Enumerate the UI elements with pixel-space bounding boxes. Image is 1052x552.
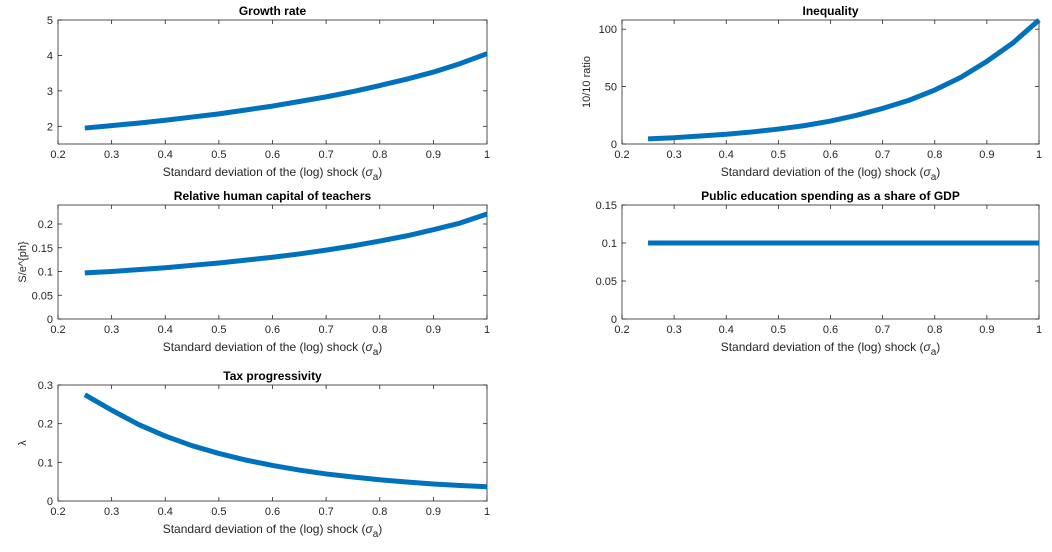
chart-title: Tax progressivity bbox=[223, 369, 322, 383]
series-line bbox=[647, 18, 1041, 142]
y-tick-label: 0.3 bbox=[38, 380, 53, 392]
x-tick-label: 1 bbox=[484, 149, 490, 161]
series-line bbox=[84, 51, 488, 131]
chart-title: Relative human capital of teachers bbox=[174, 189, 372, 203]
x-tick-label: 1 bbox=[1036, 149, 1042, 161]
x-tick-label: 0.4 bbox=[158, 149, 173, 161]
y-tick-label: 2 bbox=[47, 121, 53, 133]
x-tick-label: 0.7 bbox=[875, 149, 890, 161]
x-tick-label: 0.9 bbox=[426, 149, 441, 161]
x-tick-label: 0.6 bbox=[265, 324, 280, 336]
x-tick-label: 0.7 bbox=[875, 324, 890, 336]
x-tick-label: 1 bbox=[484, 324, 490, 336]
x-tick-label: 0.5 bbox=[771, 324, 786, 336]
x-tick-label: 0.6 bbox=[265, 149, 280, 161]
y-axis-label: 10/10 ratio bbox=[581, 56, 593, 108]
series-line bbox=[84, 211, 488, 276]
x-tick-label: 0.4 bbox=[158, 324, 173, 336]
growth-rate-chart: Growth rate 0.2 0.3 0.4 0.5 0.6 0.7 0.8 0.9 1 2 3 4 5… bbox=[0, 0, 500, 190]
x-tick-label: 0.5 bbox=[211, 506, 226, 518]
x-tick-label: 0.8 bbox=[927, 324, 942, 336]
y-tick-label: 5 bbox=[47, 15, 53, 27]
y-axis-label: S/e^{ph} bbox=[17, 241, 29, 283]
x-axis-label: Standard deviation of the (log) shock (σ… bbox=[721, 165, 941, 183]
x-tick-label: 0.7 bbox=[318, 506, 333, 518]
x-tick-label: 0.9 bbox=[979, 324, 994, 336]
x-tick-label: 0.4 bbox=[719, 324, 734, 336]
x-axis-label: Standard deviation of the (log) shock (σ… bbox=[721, 340, 941, 358]
y-axis-label: λ bbox=[17, 440, 29, 446]
plot-area bbox=[621, 19, 1040, 145]
x-tick-label: 1 bbox=[484, 506, 490, 518]
x-tick-label: 0.2 bbox=[50, 506, 65, 518]
y-tick-label: 3 bbox=[47, 86, 53, 98]
chart-title: Inequality bbox=[802, 4, 858, 18]
x-tick-label: 0.7 bbox=[318, 149, 333, 161]
x-tick-label: 1 bbox=[1036, 324, 1042, 336]
education-spending-chart: Public education spending as a share of … bbox=[560, 185, 1052, 365]
y-tick-label: 100 bbox=[599, 24, 617, 36]
chart-svg: Inequality 0.2 0.3 0.4 0.5 0.6 0.7 0.8 0.9 1 0 50 10… bbox=[581, 4, 1042, 183]
x-tick-label: 0.8 bbox=[927, 149, 942, 161]
y-tick-label: 0.15 bbox=[32, 243, 53, 255]
y-tick-label: 0 bbox=[611, 139, 617, 151]
x-tick-label: 0.2 bbox=[50, 324, 65, 336]
y-tick-label: 0 bbox=[47, 314, 53, 326]
teacher-human-capital-chart: Relative human capital of teachers 0.2 0.3… bbox=[0, 185, 500, 365]
y-tick-label: 4 bbox=[47, 50, 53, 62]
tax-progressivity-chart: Tax progressivity 0.2 0.3 0.4 0.5 0.6 0.7 0.8 0.… bbox=[0, 365, 500, 547]
x-tick-label: 0.4 bbox=[158, 506, 173, 518]
x-tick-label: 0.8 bbox=[372, 506, 387, 518]
x-tick-label: 0.2 bbox=[50, 149, 65, 161]
chart-title: Growth rate bbox=[239, 4, 307, 18]
x-tick-label: 0.9 bbox=[426, 506, 441, 518]
y-tick-label: 0.2 bbox=[38, 419, 53, 431]
y-tick-label: 0.2 bbox=[38, 219, 53, 231]
y-tick-label: 0.1 bbox=[38, 267, 53, 279]
x-tick-label: 0.2 bbox=[614, 324, 629, 336]
y-tick-label: 0.05 bbox=[596, 276, 617, 288]
plot-area bbox=[621, 204, 1040, 320]
y-tick-label: 50 bbox=[605, 82, 617, 94]
chart-svg: Relative human capital of teachers 0.2 0.3… bbox=[17, 189, 490, 358]
x-tick-label: 0.3 bbox=[104, 324, 119, 336]
chart-title: Public education spending as a share of … bbox=[701, 189, 960, 203]
x-tick-label: 0.3 bbox=[104, 149, 119, 161]
x-tick-label: 0.5 bbox=[771, 149, 786, 161]
y-tick-label: 0.15 bbox=[596, 200, 617, 212]
x-tick-label: 0.7 bbox=[318, 324, 333, 336]
x-tick-label: 0.9 bbox=[979, 149, 994, 161]
plot-area bbox=[57, 204, 488, 320]
x-tick-label: 0.3 bbox=[666, 149, 681, 161]
x-tick-label: 0.3 bbox=[666, 324, 681, 336]
x-tick-label: 0.8 bbox=[372, 324, 387, 336]
y-tick-label: 0 bbox=[47, 496, 53, 508]
chart-svg: Tax progressivity 0.2 0.3 0.4 0.5 0.6 0.7 0.8 0.… bbox=[17, 369, 490, 540]
chart-svg: Public education spending as a share of … bbox=[596, 189, 1042, 358]
x-tick-label: 0.5 bbox=[211, 324, 226, 336]
x-tick-label: 0.3 bbox=[104, 506, 119, 518]
y-tick-label: 0.05 bbox=[32, 290, 53, 302]
y-tick-label: 0.1 bbox=[38, 457, 53, 469]
x-tick-label: 0.6 bbox=[823, 324, 838, 336]
x-tick-label: 0.2 bbox=[614, 149, 629, 161]
x-tick-label: 0.8 bbox=[372, 149, 387, 161]
x-axis-label: Standard deviation of the (log) shock (σ… bbox=[163, 522, 383, 540]
x-axis-label: Standard deviation of the (log) shock (σ… bbox=[163, 165, 383, 183]
x-tick-label: 0.5 bbox=[211, 149, 226, 161]
series-line bbox=[83, 392, 488, 490]
x-tick-label: 0.6 bbox=[823, 149, 838, 161]
y-tick-label: 0.1 bbox=[602, 238, 617, 250]
chart-svg: Growth rate 0.2 0.3 0.4 0.5 0.6 0.7 0.8 0.9 1 2 3 4 5… bbox=[47, 4, 490, 183]
x-axis-label: Standard deviation of the (log) shock (σ… bbox=[163, 340, 383, 358]
x-tick-label: 0.6 bbox=[265, 506, 280, 518]
x-tick-label: 0.4 bbox=[719, 149, 734, 161]
y-tick-label: 0 bbox=[611, 314, 617, 326]
x-tick-label: 0.9 bbox=[426, 324, 441, 336]
inequality-chart: Inequality 0.2 0.3 0.4 0.5 0.6 0.7 0.8 0.9 1 0 50 10… bbox=[560, 0, 1052, 190]
